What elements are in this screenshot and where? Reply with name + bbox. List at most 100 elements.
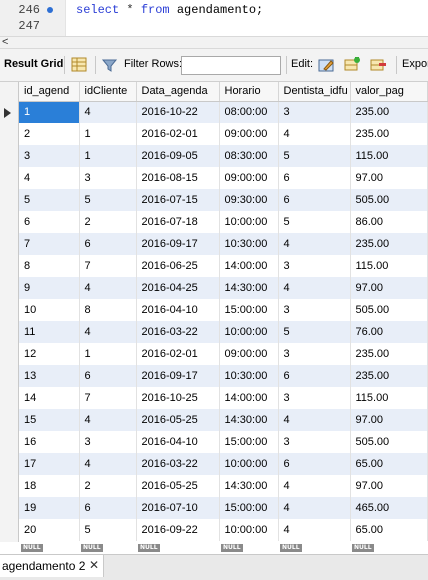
table-cell[interactable]: 3 bbox=[79, 431, 137, 453]
close-icon[interactable]: ✕ bbox=[89, 558, 100, 572]
table-row[interactable]: 12 1 2016-02-01 09:00:00 3 235.00 bbox=[19, 343, 428, 365]
table-cell[interactable]: 09:00:00 bbox=[219, 343, 279, 365]
table-cell[interactable]: 16 bbox=[19, 431, 80, 453]
table-cell[interactable]: 4 bbox=[19, 167, 80, 189]
table-row[interactable]: 9 4 2016-04-25 14:30:00 4 97.00 bbox=[19, 277, 428, 299]
table-cell[interactable]: 2016-10-25 bbox=[136, 387, 220, 409]
table-cell[interactable]: 13 bbox=[19, 365, 80, 387]
table-cell[interactable]: 505.00 bbox=[350, 431, 428, 453]
table-cell[interactable]: 6 bbox=[278, 365, 351, 387]
table-cell[interactable]: 4 bbox=[79, 277, 137, 299]
table-cell[interactable]: 97.00 bbox=[350, 167, 428, 189]
table-cell[interactable]: 6 bbox=[79, 233, 137, 255]
result-tab[interactable]: agendamento 2 ✕ bbox=[0, 555, 104, 577]
table-cell[interactable]: 2016-03-22 bbox=[136, 453, 220, 475]
table-cell[interactable]: 4 bbox=[278, 519, 351, 541]
table-cell[interactable]: 2016-06-25 bbox=[136, 255, 220, 277]
table-cell[interactable]: 2016-05-25 bbox=[136, 475, 220, 497]
edit-cell-icon[interactable] bbox=[318, 57, 335, 73]
table-cell[interactable]: 09:00:00 bbox=[219, 167, 279, 189]
table-cell[interactable]: 1 bbox=[79, 123, 137, 145]
table-cell[interactable]: 65.00 bbox=[350, 453, 428, 475]
table-cell[interactable]: 115.00 bbox=[350, 255, 428, 277]
table-cell[interactable]: 8 bbox=[79, 299, 137, 321]
table-cell[interactable]: 2016-04-10 bbox=[136, 299, 220, 321]
table-row[interactable]: 14 7 2016-10-25 14:00:00 3 115.00 bbox=[19, 387, 428, 409]
table-cell[interactable]: 14:30:00 bbox=[219, 475, 279, 497]
table-cell[interactable]: 3 bbox=[278, 431, 351, 453]
table-row[interactable]: 1 4 2016-10-22 08:00:00 3 235.00 bbox=[19, 101, 428, 123]
table-cell[interactable]: 86.00 bbox=[350, 211, 428, 233]
table-row[interactable]: 20 5 2016-09-22 10:00:00 4 65.00 bbox=[19, 519, 428, 541]
row-header-column[interactable] bbox=[0, 82, 19, 554]
table-cell[interactable]: 3 bbox=[278, 101, 351, 123]
new-row-placeholder[interactable]: NULL NULL NULL NULL NULL NULL bbox=[0, 542, 428, 554]
table-cell[interactable]: 2016-09-05 bbox=[136, 145, 220, 167]
table-row[interactable]: 6 2 2016-07-18 10:00:00 5 86.00 bbox=[19, 211, 428, 233]
table-cell[interactable]: 2016-07-15 bbox=[136, 189, 220, 211]
table-cell[interactable]: 2 bbox=[79, 211, 137, 233]
table-cell[interactable]: 2016-09-22 bbox=[136, 519, 220, 541]
result-grid[interactable]: id_agend idCliente Data_agenda Horario Denti… bbox=[0, 82, 428, 554]
table-cell[interactable]: 20 bbox=[19, 519, 80, 541]
table-cell[interactable]: 6 bbox=[79, 497, 137, 519]
table-cell[interactable]: 505.00 bbox=[350, 189, 428, 211]
table-cell[interactable]: 17 bbox=[19, 453, 80, 475]
column-header[interactable]: valor_pag bbox=[350, 82, 428, 102]
table-cell[interactable]: 235.00 bbox=[350, 233, 428, 255]
table-row[interactable]: 8 7 2016-06-25 14:00:00 3 115.00 bbox=[19, 255, 428, 277]
table-row[interactable]: 4 3 2016-08-15 09:00:00 6 97.00 bbox=[19, 167, 428, 189]
table-cell[interactable]: 10:00:00 bbox=[219, 211, 279, 233]
table-cell[interactable]: 10:00:00 bbox=[219, 453, 279, 475]
table-cell[interactable]: 2016-10-22 bbox=[136, 101, 220, 123]
table-cell[interactable]: 14 bbox=[19, 387, 80, 409]
table-cell[interactable]: 1 bbox=[79, 343, 137, 365]
table-cell[interactable]: 7 bbox=[79, 255, 137, 277]
column-header[interactable]: id_agend bbox=[19, 82, 80, 102]
table-cell[interactable]: 5 bbox=[79, 189, 137, 211]
table-cell[interactable]: 4 bbox=[278, 475, 351, 497]
delete-row-icon[interactable] bbox=[370, 57, 387, 73]
table-cell[interactable]: 4 bbox=[278, 497, 351, 519]
column-header[interactable]: idCliente bbox=[79, 82, 137, 102]
table-cell[interactable]: 09:30:00 bbox=[219, 189, 279, 211]
table-cell[interactable]: 3 bbox=[278, 343, 351, 365]
table-cell[interactable]: 4 bbox=[278, 233, 351, 255]
table-cell[interactable]: 6 bbox=[19, 211, 80, 233]
table-cell[interactable]: 235.00 bbox=[350, 123, 428, 145]
table-cell[interactable]: 4 bbox=[278, 409, 351, 431]
table-row[interactable]: 19 6 2016-07-10 15:00:00 4 465.00 bbox=[19, 497, 428, 519]
table-cell[interactable]: 3 bbox=[79, 167, 137, 189]
table-cell[interactable]: 505.00 bbox=[350, 299, 428, 321]
scroll-left-arrow-icon[interactable]: < bbox=[2, 36, 9, 48]
table-cell[interactable]: 5 bbox=[278, 211, 351, 233]
table-cell[interactable]: 3 bbox=[278, 299, 351, 321]
table-cell[interactable]: 115.00 bbox=[350, 145, 428, 167]
table-row[interactable]: 16 3 2016-04-10 15:00:00 3 505.00 bbox=[19, 431, 428, 453]
null-badge[interactable]: NULL bbox=[21, 544, 43, 552]
add-row-icon[interactable] bbox=[344, 57, 361, 73]
table-cell[interactable]: 4 bbox=[79, 409, 137, 431]
table-row[interactable]: 10 8 2016-04-10 15:00:00 3 505.00 bbox=[19, 299, 428, 321]
table-cell[interactable]: 2016-02-01 bbox=[136, 123, 220, 145]
table-cell[interactable]: 97.00 bbox=[350, 475, 428, 497]
table-cell[interactable]: 5 bbox=[19, 189, 80, 211]
table-cell[interactable]: 2016-07-18 bbox=[136, 211, 220, 233]
table-cell[interactable]: 97.00 bbox=[350, 277, 428, 299]
table-cell[interactable]: 2016-04-25 bbox=[136, 277, 220, 299]
table-cell[interactable]: 10:30:00 bbox=[219, 233, 279, 255]
table-cell[interactable]: 09:00:00 bbox=[219, 123, 279, 145]
table-row[interactable]: 11 4 2016-03-22 10:00:00 5 76.00 bbox=[19, 321, 428, 343]
table-cell[interactable]: 2016-07-10 bbox=[136, 497, 220, 519]
table-cell[interactable]: 115.00 bbox=[350, 387, 428, 409]
table-cell[interactable]: 8 bbox=[19, 255, 80, 277]
table-cell[interactable]: 3 bbox=[19, 145, 80, 167]
table-row[interactable]: 2 1 2016-02-01 09:00:00 4 235.00 bbox=[19, 123, 428, 145]
table-cell[interactable]: 14:30:00 bbox=[219, 409, 279, 431]
table-cell[interactable]: 15 bbox=[19, 409, 80, 431]
table-cell[interactable]: 235.00 bbox=[350, 343, 428, 365]
table-cell[interactable]: 5 bbox=[278, 145, 351, 167]
table-cell[interactable]: 2016-08-15 bbox=[136, 167, 220, 189]
table-cell[interactable]: 4 bbox=[79, 321, 137, 343]
table-cell[interactable]: 465.00 bbox=[350, 497, 428, 519]
